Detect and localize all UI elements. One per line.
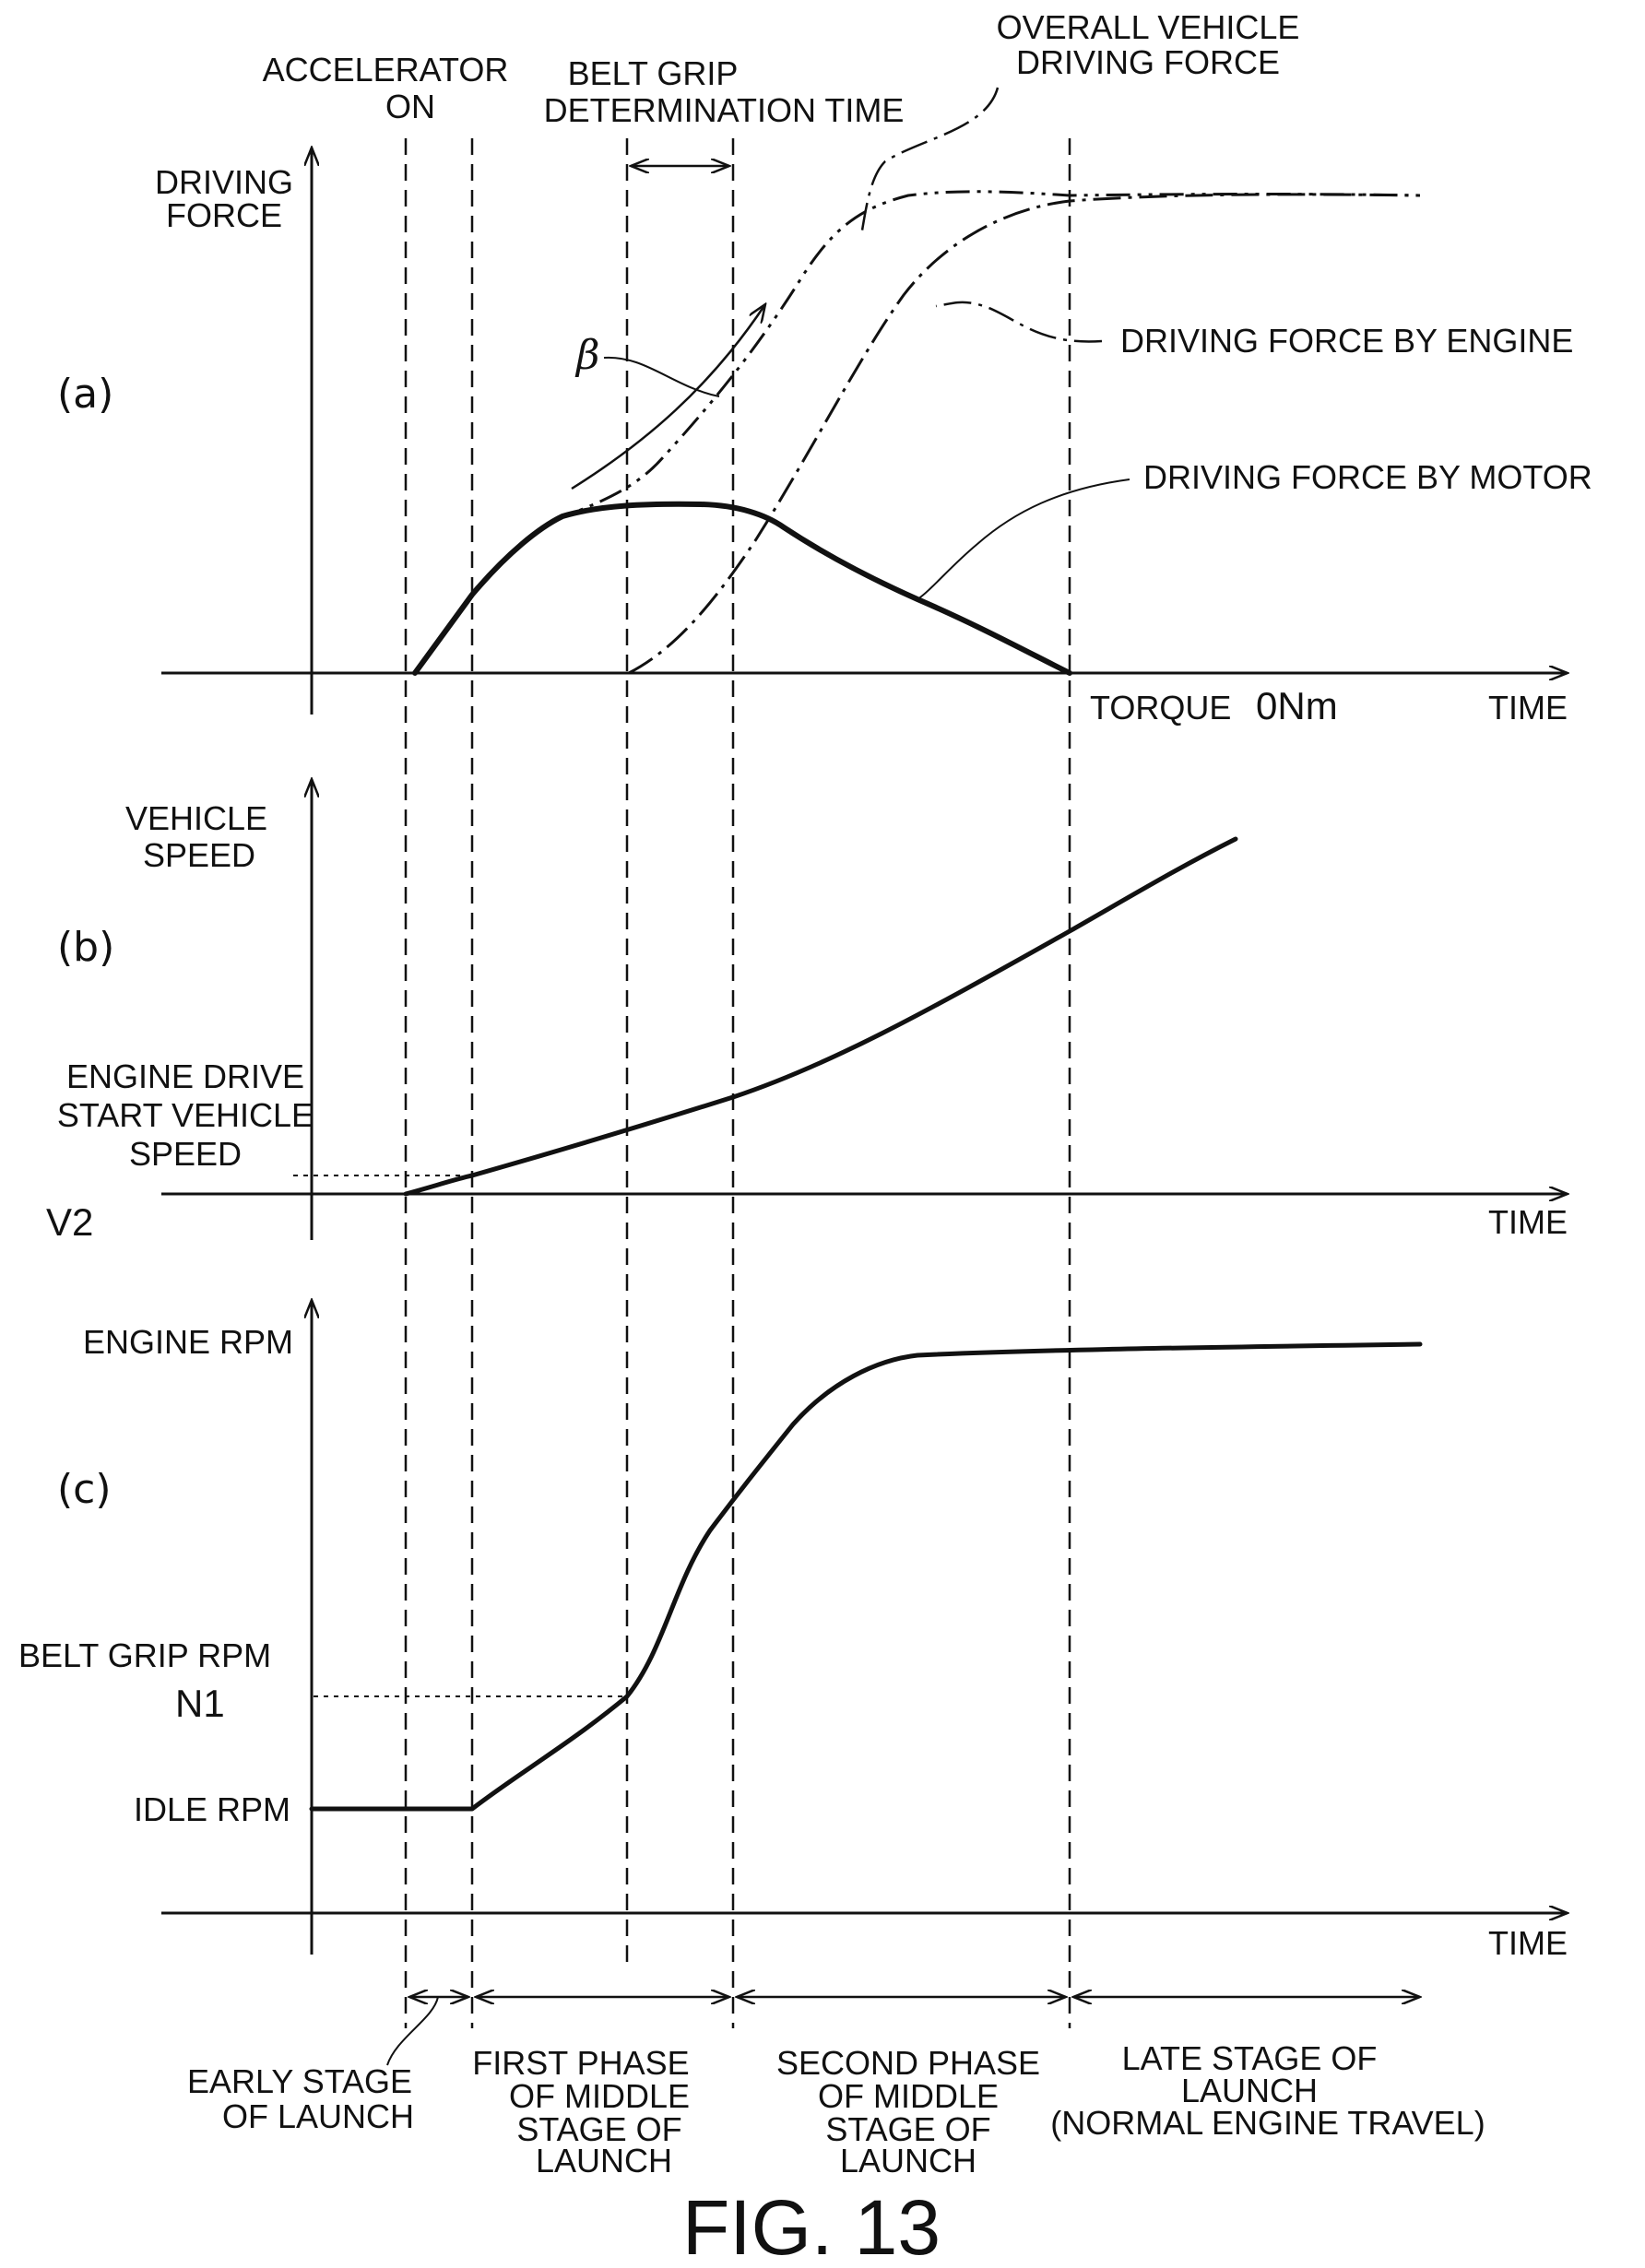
stage-first-line1: FIRST PHASE	[472, 2044, 689, 2082]
overall-driving-force-curve	[470, 190, 1421, 596]
time-markers	[404, 138, 1071, 2028]
top-labels: ACCELERATOR ON BELT GRIP DETERMINATION T…	[263, 51, 905, 166]
overall-label-line1: OVERALL VEHICLE	[997, 8, 1300, 46]
panel-b-y-label-line2: SPEED	[143, 836, 255, 874]
stage-early-line2: OF LAUNCH	[222, 2097, 414, 2135]
early-stage-leader	[386, 1996, 439, 2066]
stage-spans: EARLY STAGE OF LAUNCH FIRST PHASE OF MID…	[187, 1997, 1485, 2179]
engine-label: DRIVING FORCE BY ENGINE	[1120, 322, 1573, 360]
panel-a: (a) DRIVING FORCE TIME TORQUE 0Nm β OVER…	[57, 8, 1592, 727]
accelerator-label-line1: ACCELERATOR	[263, 51, 509, 89]
engine-driving-force-curve	[628, 193, 1421, 675]
motor-driving-force-curve	[412, 501, 1072, 676]
stage-second-line2: OF MIDDLE	[818, 2077, 999, 2115]
panel-c: (c) ENGINE RPM TIME BELT GRIP RPM N1 IDL…	[18, 1300, 1568, 1962]
belt-grip-rpm-label: BELT GRIP RPM	[18, 1636, 271, 1674]
stage-first-line3: STAGE OF	[516, 2110, 681, 2148]
stage-second-line3: STAGE OF	[825, 2110, 990, 2148]
stage-first-line4: LAUNCH	[536, 2142, 672, 2179]
beta-symbol: β	[574, 332, 599, 379]
panel-a-tag: (a)	[57, 371, 113, 418]
stage-late-line1: LATE STAGE OF	[1122, 2039, 1378, 2077]
motor-leader	[917, 478, 1130, 600]
figure-caption: FIG. 13	[682, 2184, 941, 2268]
panel-b: (b) VEHICLE SPEED TIME ENGINE DRIVE STAR…	[46, 779, 1568, 1244]
belt-grip-label-line2: DETERMINATION TIME	[544, 91, 905, 129]
n1-value: N1	[175, 1682, 225, 1725]
panel-a-x-label: TIME	[1488, 689, 1568, 726]
panel-a-y-label-line2: FORCE	[166, 196, 282, 234]
v2-value: V2	[46, 1200, 93, 1244]
engine-rpm-curve	[309, 1341, 1423, 1812]
stage-late-line2: LAUNCH	[1181, 2072, 1318, 2109]
panel-b-x-label: TIME	[1488, 1203, 1568, 1241]
torque-value: 0Nm	[1256, 684, 1338, 727]
overall-label-line2: DRIVING FORCE	[1016, 43, 1280, 81]
idle-rpm-label: IDLE RPM	[134, 1790, 290, 1828]
belt-grip-label-line1: BELT GRIP	[568, 54, 739, 92]
stage-second-line1: SECOND PHASE	[776, 2044, 1040, 2082]
engine-start-speed-line3: SPEED	[129, 1135, 242, 1173]
torque-note: TORQUE	[1090, 689, 1231, 726]
engine-start-speed-line2: START VEHICLE	[57, 1096, 314, 1134]
stage-late-line3: (NORMAL ENGINE TRAVEL)	[1050, 2104, 1485, 2142]
beta-leader	[603, 356, 720, 397]
stage-second-line4: LAUNCH	[840, 2142, 976, 2179]
panel-a-y-label-line1: DRIVING	[155, 163, 293, 201]
stage-early-line1: EARLY STAGE	[187, 2062, 412, 2100]
panel-c-tag: (c)	[57, 1466, 112, 1513]
accelerator-label-line2: ON	[385, 88, 435, 125]
panel-b-tag: (b)	[57, 924, 114, 971]
stage-first-line2: OF MIDDLE	[509, 2077, 690, 2115]
motor-label: DRIVING FORCE BY MOTOR	[1143, 458, 1592, 496]
vehicle-speed-curve	[403, 836, 1238, 1197]
engine-start-speed-line1: ENGINE DRIVE	[66, 1057, 304, 1095]
beta-tangent-arrow	[571, 304, 765, 490]
panel-c-x-label: TIME	[1488, 1924, 1568, 1962]
engine-leader	[935, 301, 1103, 343]
panel-c-y-label: ENGINE RPM	[83, 1323, 293, 1361]
panel-b-y-label-line1: VEHICLE	[125, 799, 267, 837]
